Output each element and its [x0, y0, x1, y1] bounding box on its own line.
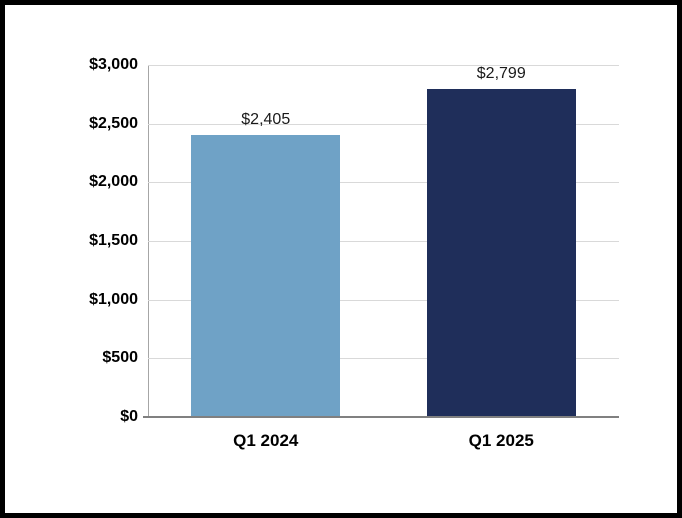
plot-area: $2,405 $2,799 [143, 64, 619, 418]
gridline [148, 299, 619, 301]
gridline [148, 182, 619, 184]
bar-value-label: $2,405 [241, 110, 291, 128]
gridline [148, 358, 619, 360]
y-tick-label: $500 [102, 349, 138, 367]
y-tick-label: $3,000 [89, 56, 138, 73]
bar-q1-2025 [427, 89, 576, 417]
y-tick-label: $0 [120, 408, 138, 425]
gridline [148, 123, 619, 125]
y-tick-label: $2,500 [89, 114, 138, 132]
x-tick-label: Q1 2025 [468, 431, 534, 450]
gridline [148, 65, 619, 66]
y-tick-label: $1,500 [89, 232, 138, 249]
bar-value-label: $2,799 [476, 64, 526, 82]
bar-chart: $0 $500 $1,000 $1,500 $2,000 $2,500 $3,000 $2,… [5, 5, 677, 513]
y-tick-label: $1,000 [89, 290, 138, 308]
x-tick-label: Q1 2024 [233, 431, 299, 450]
gridline [148, 241, 619, 242]
bar-q1-2024 [191, 135, 340, 417]
y-tick-label: $2,000 [89, 173, 138, 191]
